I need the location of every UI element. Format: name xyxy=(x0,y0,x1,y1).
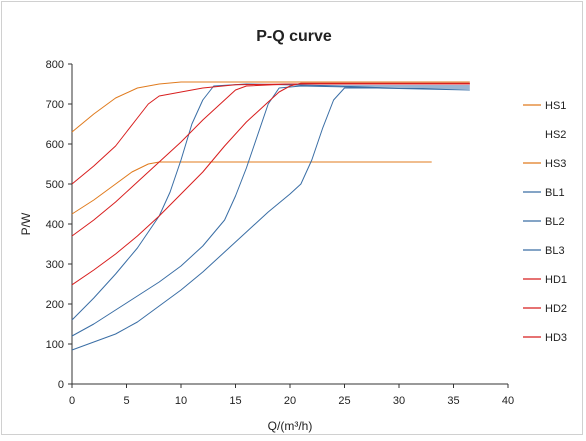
x-tick-label: 20 xyxy=(284,395,296,407)
series-line-hd2 xyxy=(71,83,470,237)
x-tick-label: 30 xyxy=(393,395,405,407)
y-tick-label: 400 xyxy=(46,219,64,231)
legend-label-hd1: HD1 xyxy=(545,274,567,286)
x-tick-label: 0 xyxy=(69,395,75,407)
legend-label-bl1: BL1 xyxy=(545,187,565,199)
plot-axes: 0 5 10 15 20 25 30 35 40010020030040050060070080… xyxy=(46,59,514,407)
chart-frame: P-Q curve 0 5 10 15 20 25 30 35 40 0 100 200 300 400 5… xyxy=(1,1,583,435)
x-tick-label: 15 xyxy=(229,395,241,407)
y-tick-label: 700 xyxy=(46,99,64,111)
legend-label-bl2: BL2 xyxy=(545,216,565,228)
legend-label-hd3: HD3 xyxy=(545,332,567,344)
legend-label-bl3: BL3 xyxy=(545,245,565,257)
x-axis-label: Q/(m³/h) xyxy=(268,419,313,433)
series-line-hs3 xyxy=(71,161,432,215)
series-line-bl1 xyxy=(71,87,470,351)
x-tick-label: 10 xyxy=(175,395,187,407)
series-line-hd1 xyxy=(71,83,470,185)
pq-curve-chart: P-Q curve 0 5 10 15 20 25 30 35 4001002003004005… xyxy=(19,28,567,433)
legend-label-hs1: HS1 xyxy=(545,100,566,112)
y-axis-label: P/W xyxy=(19,212,33,235)
series-layer xyxy=(71,81,470,351)
y-tick-label: 0 xyxy=(58,379,64,391)
y-tick-label: 600 xyxy=(46,139,64,151)
y-tick-label: 200 xyxy=(46,299,64,311)
x-tick-label: 5 xyxy=(123,395,129,407)
legend-label-hs3: HS3 xyxy=(545,158,566,170)
x-tick-label: 25 xyxy=(338,395,350,407)
legend-label-hs2: HS2 xyxy=(545,129,566,141)
series-line-bl2 xyxy=(71,85,470,337)
chart-title: P-Q curve xyxy=(256,28,332,45)
y-tick-label: 100 xyxy=(46,339,64,351)
series-line-hs1 xyxy=(71,81,470,133)
y-tick-label: 500 xyxy=(46,179,64,191)
y-tick-label: 800 xyxy=(46,59,64,71)
y-tick-label: 300 xyxy=(46,259,64,271)
legend: HS1 HS2 HS3 BL1 BL2 BL3 HD1 HD2 HD3 xyxy=(523,100,567,344)
series-line-hd3 xyxy=(71,82,470,286)
series-line-bl3 xyxy=(71,83,470,321)
x-tick-label: 40 xyxy=(502,395,514,407)
x-tick-label: 35 xyxy=(447,395,459,407)
legend-label-hd2: HD2 xyxy=(545,303,567,315)
